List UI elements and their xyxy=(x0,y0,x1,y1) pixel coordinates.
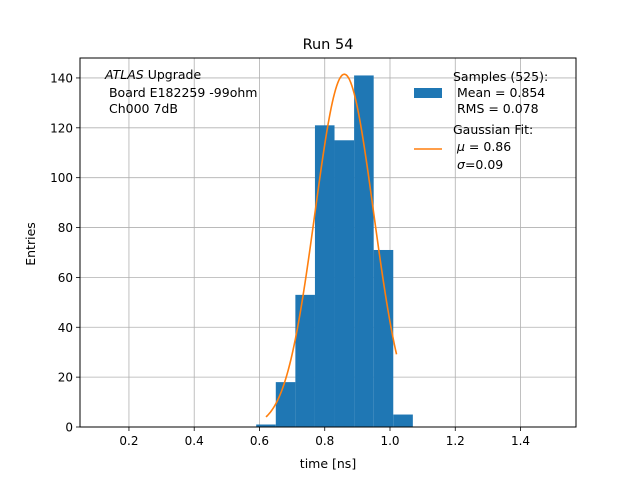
legend-fit-sigma: σ=0.09 xyxy=(457,157,503,172)
annotation-line-1: ATLAS Upgrade xyxy=(104,67,201,82)
histogram-bar-0 xyxy=(256,424,276,427)
histogram-bar-6 xyxy=(373,249,394,427)
histogram-bar-3 xyxy=(314,125,335,427)
legend-samples-swatch xyxy=(414,88,442,98)
histogram-bar-7 xyxy=(393,414,413,427)
x-tick-label-4: 1.0 xyxy=(380,434,399,448)
legend-sigma-symbol: σ xyxy=(457,157,466,172)
legend-fit-mu: μ = 0.86 xyxy=(456,139,511,154)
x-tick-label-5: 1.2 xyxy=(446,434,465,448)
gaussian-fit-curve xyxy=(265,73,398,418)
y-tick-label-2: 40 xyxy=(58,321,73,335)
x-axis-ticks: 0.2 0.4 0.6 0.8 1.0 1.2 1.4 xyxy=(119,427,530,448)
gaussian-fit-line xyxy=(265,73,398,418)
x-axis-label: time [ns] xyxy=(300,456,356,471)
annotation-line-2: Board E182259 -99ohm xyxy=(105,85,257,100)
chart-title: Run 54 xyxy=(303,37,354,53)
y-tick-label-0: 0 xyxy=(65,421,73,435)
histogram-bar-2 xyxy=(295,294,315,427)
histogram-bar-4 xyxy=(334,140,355,427)
legend-fit-label: Gaussian Fit: xyxy=(453,122,533,137)
y-tick-label-7: 140 xyxy=(50,71,73,85)
y-tick-label-4: 80 xyxy=(58,221,73,235)
plot-frame xyxy=(79,57,577,428)
legend: Samples (525): Mean = 0.854 RMS = 0.078 … xyxy=(414,69,548,172)
y-axis-label: Entries xyxy=(23,222,38,266)
x-tick-label-0: 0.2 xyxy=(119,434,138,448)
histogram-bars xyxy=(256,75,413,428)
legend-sigma-value: =0.09 xyxy=(465,157,503,172)
y-tick-label-3: 60 xyxy=(58,271,73,285)
legend-mu-symbol: μ xyxy=(456,139,465,154)
annotation-atlas: ATLAS xyxy=(104,67,144,82)
annotation-upgrade: Upgrade xyxy=(144,67,202,82)
y-tick-label-6: 120 xyxy=(50,121,73,135)
legend-samples-label: Samples (525): xyxy=(453,69,548,84)
x-tick-label-1: 0.4 xyxy=(185,434,204,448)
y-tick-label-5: 100 xyxy=(50,171,73,185)
histogram-bar-5 xyxy=(354,75,374,428)
run-annotation: ATLAS Upgrade Board E182259 -99ohm Ch000… xyxy=(104,67,257,116)
x-tick-label-6: 1.4 xyxy=(511,434,530,448)
legend-samples-mean: Mean = 0.854 xyxy=(453,85,545,100)
annotation-line-3: Ch000 7dB xyxy=(105,101,178,116)
y-axis-ticks: 0 20 40 60 80 100 120 140 xyxy=(50,71,80,435)
legend-mu-value: = 0.86 xyxy=(465,139,511,154)
x-tick-label-2: 0.6 xyxy=(250,434,269,448)
y-tick-label-1: 20 xyxy=(58,371,73,385)
histogram-bar-1 xyxy=(275,382,296,427)
legend-samples-rms: RMS = 0.078 xyxy=(453,101,539,116)
x-tick-label-3: 0.8 xyxy=(315,434,334,448)
